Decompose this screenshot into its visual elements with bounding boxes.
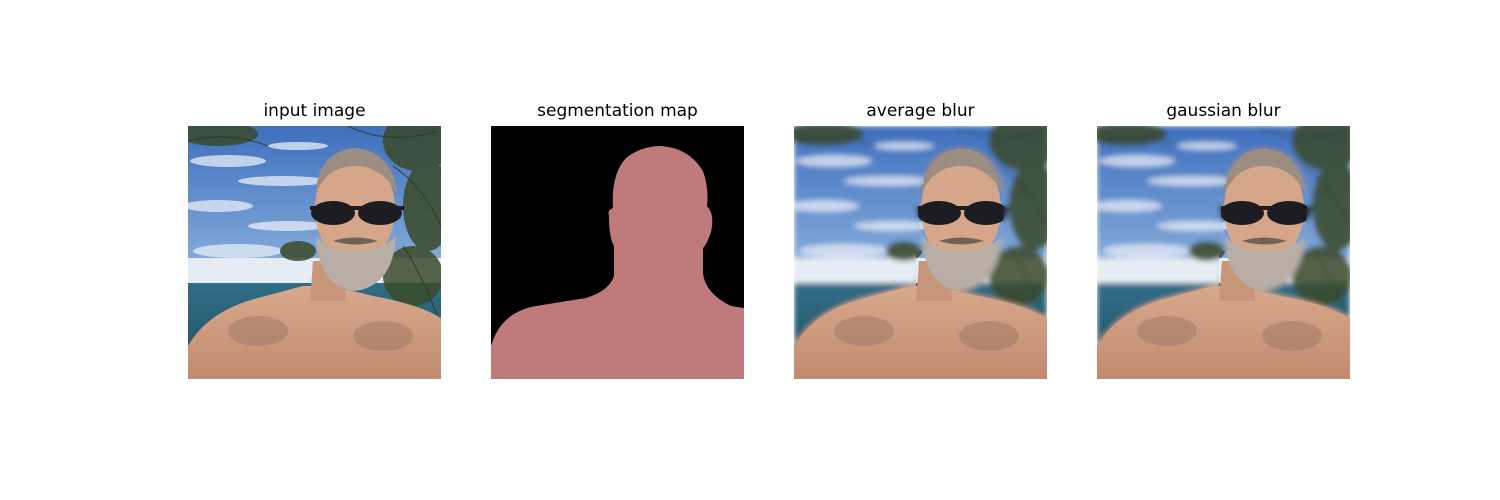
panel-gaussian-blur: gaussian blur xyxy=(1097,100,1350,379)
panel-title: segmentation map xyxy=(537,101,698,121)
panel-title: average blur xyxy=(866,101,975,121)
panel-average-blur: average blur xyxy=(794,100,1047,379)
average-blur-photo xyxy=(794,126,1047,379)
panel-title: input image xyxy=(263,101,366,121)
gaussian-blur-photo xyxy=(1097,126,1350,379)
input-photo xyxy=(188,126,441,379)
panel-input-image: input image xyxy=(188,100,441,379)
panel-segmentation-map: segmentation map xyxy=(491,100,744,379)
panel-title: gaussian blur xyxy=(1166,101,1281,121)
segmentation-mask xyxy=(491,126,744,379)
